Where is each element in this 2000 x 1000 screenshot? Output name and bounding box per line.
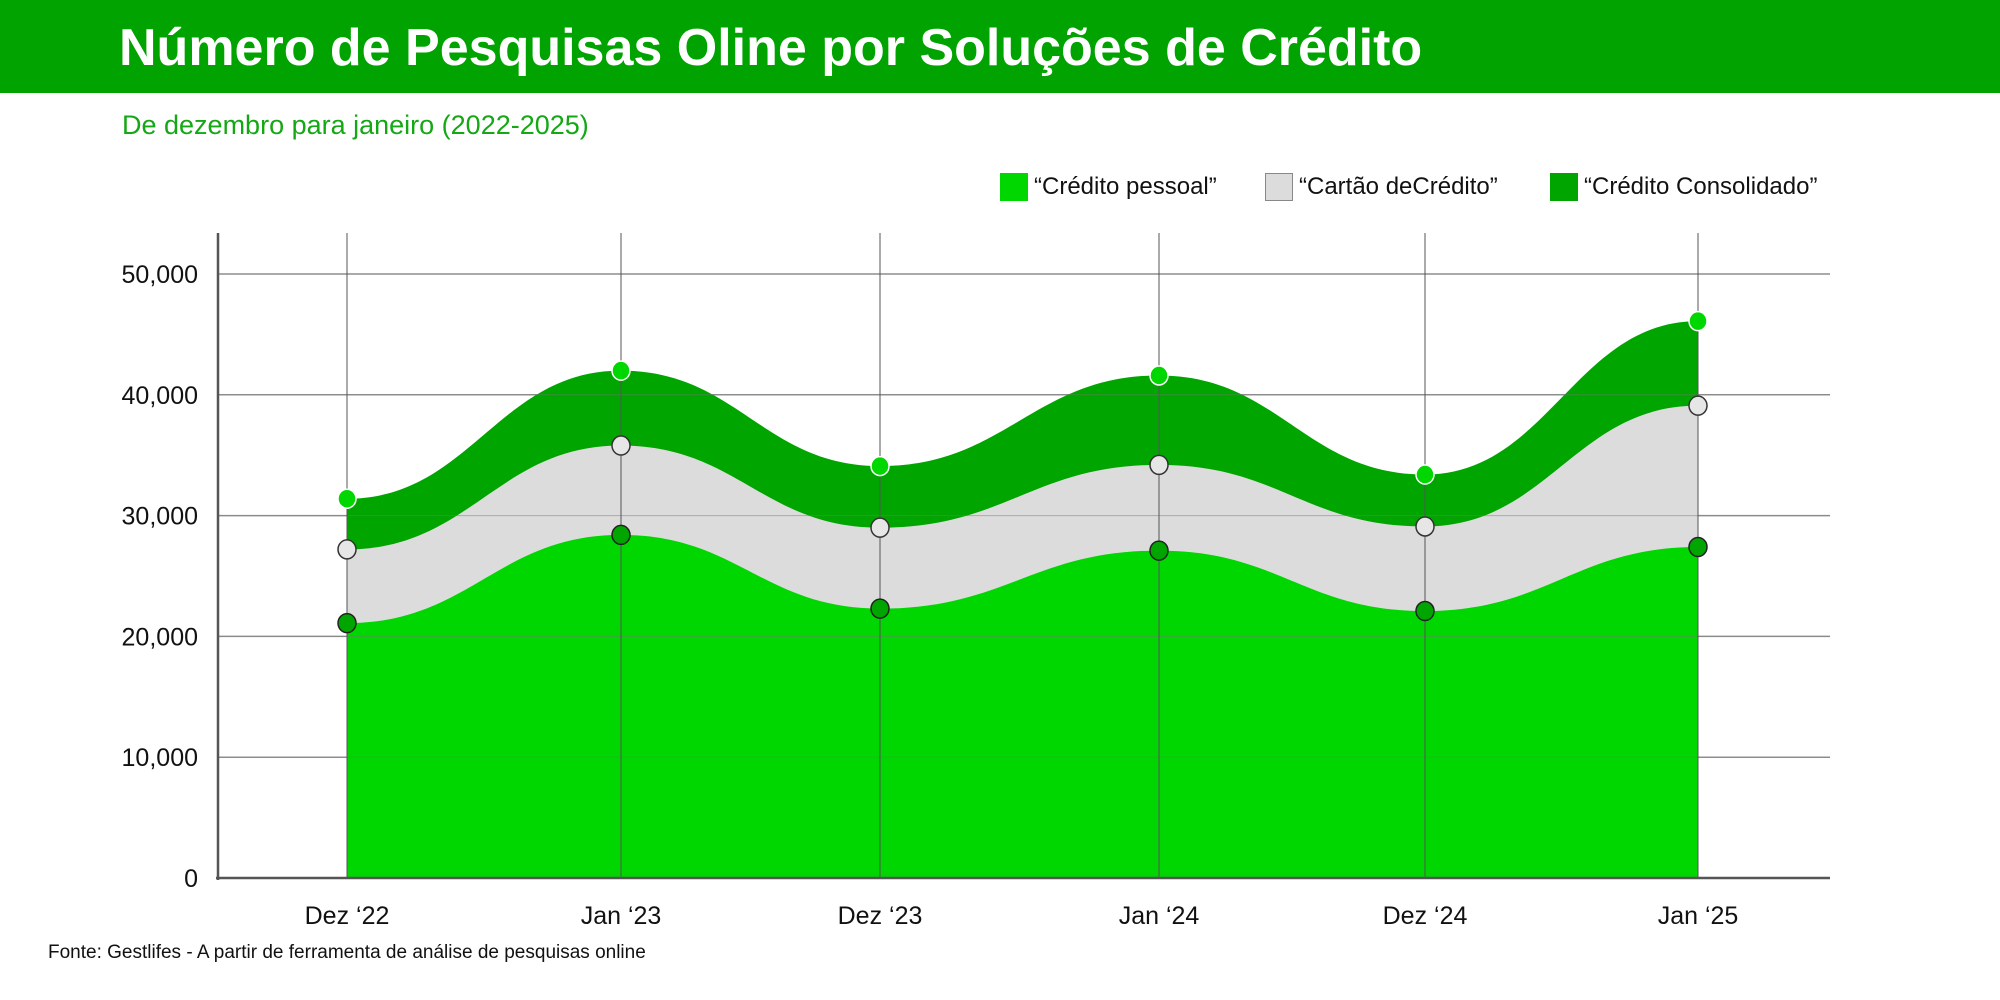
- x-tick-label: Jan ‘24: [1119, 902, 1200, 930]
- legend: “Crédito pessoal” “Cartão deCrédito” “Cr…: [0, 170, 2000, 204]
- data-point-1: [611, 435, 631, 456]
- legend-item-credito-consolidado: “Crédito Consolidado”: [1550, 170, 1817, 204]
- data-point-1: [1415, 516, 1435, 537]
- x-tick-label: Dez ‘22: [305, 902, 390, 930]
- data-point-2: [1415, 464, 1435, 485]
- legend-item-credito-pessoal: “Crédito pessoal”: [1000, 170, 1217, 204]
- y-tick-label: 40,000: [122, 382, 198, 410]
- data-point-0: [870, 598, 890, 619]
- y-tick-label: 50,000: [122, 261, 198, 289]
- area-series-0: [347, 534, 1698, 878]
- data-point-2: [611, 360, 631, 381]
- data-point-2: [337, 488, 357, 509]
- x-tick-label: Jan ‘25: [1658, 902, 1739, 930]
- data-point-0: [337, 612, 357, 634]
- legend-swatch: [1550, 173, 1578, 201]
- data-point-1: [870, 517, 890, 538]
- y-tick-label: 20,000: [122, 623, 198, 651]
- legend-swatch: [1000, 173, 1028, 201]
- y-tick-label: 0: [184, 865, 198, 893]
- x-tick-label: Jan ‘23: [581, 902, 662, 930]
- data-point-0: [1688, 536, 1708, 558]
- source-footnote: Fonte: Gestlifes - A partir de ferrament…: [48, 942, 646, 963]
- legend-label: “Cartão deCrédito”: [1299, 173, 1498, 200]
- data-point-0: [611, 524, 631, 546]
- data-point-2: [1149, 365, 1169, 386]
- y-tick-label: 10,000: [122, 744, 198, 772]
- data-point-1: [1149, 454, 1169, 476]
- data-point-1: [1688, 395, 1708, 416]
- chart-subtitle: De dezembro para janeiro (2022-2025): [122, 110, 589, 140]
- data-point-2: [1688, 310, 1708, 332]
- data-point-0: [1415, 600, 1435, 622]
- legend-item-cartao-credito: “Cartão deCrédito”: [1265, 170, 1498, 204]
- data-point-0: [1149, 540, 1169, 561]
- x-tick-label: Dez ‘23: [838, 902, 923, 930]
- x-tick-label: Dez ‘24: [1383, 902, 1468, 930]
- data-point-2: [870, 455, 890, 477]
- legend-label: “Crédito pessoal”: [1034, 173, 1217, 200]
- legend-swatch: [1265, 173, 1293, 201]
- chart-title: Número de Pesquisas Oline por Soluções d…: [119, 19, 1423, 77]
- legend-label: “Crédito Consolidado”: [1584, 173, 1818, 200]
- data-point-1: [337, 539, 357, 560]
- y-tick-label: 30,000: [122, 503, 198, 531]
- header-bar: Número de Pesquisas Oline por Soluções d…: [0, 0, 2000, 93]
